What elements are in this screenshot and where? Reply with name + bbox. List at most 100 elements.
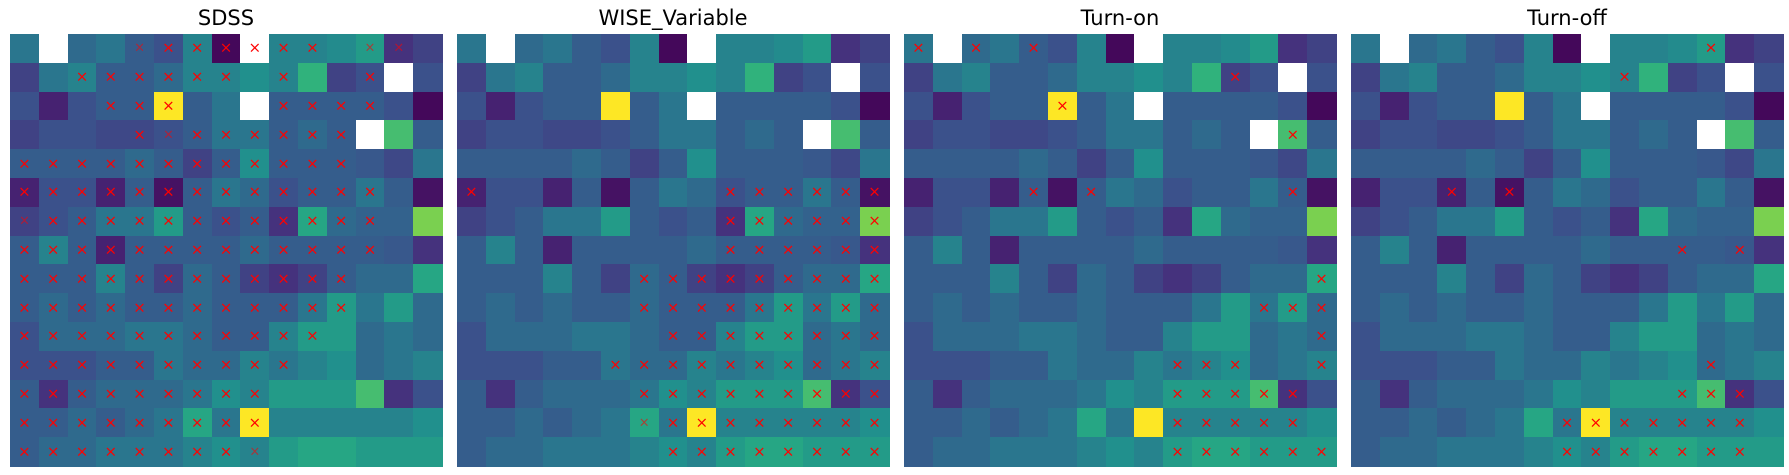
heatmap-cell bbox=[355, 62, 385, 93]
cross-marker: × bbox=[46, 154, 60, 173]
heatmap-cell bbox=[514, 235, 544, 265]
heatmap-cell bbox=[1552, 206, 1582, 237]
cross-marker: × bbox=[133, 384, 146, 403]
heatmap-cell bbox=[355, 322, 385, 352]
heatmap-cell bbox=[1192, 264, 1222, 294]
heatmap-cell bbox=[1639, 437, 1669, 467]
cross-marker: × bbox=[162, 413, 175, 432]
heatmap-cell bbox=[1725, 408, 1755, 438]
cross-marker: × bbox=[1228, 413, 1242, 432]
heatmap-cell bbox=[1076, 34, 1107, 64]
heatmap-cell bbox=[572, 235, 602, 265]
heatmap-cell bbox=[1105, 264, 1135, 294]
heatmap-cell bbox=[355, 149, 385, 179]
cross-marker: × bbox=[781, 298, 795, 317]
heatmap-cell bbox=[457, 91, 487, 121]
heatmap-cell bbox=[384, 322, 414, 352]
heatmap-cell bbox=[932, 62, 963, 93]
heatmap-cell bbox=[961, 437, 991, 467]
cross-marker: × bbox=[162, 355, 175, 374]
heatmap-cell bbox=[1163, 62, 1193, 93]
heatmap-cell bbox=[773, 120, 804, 150]
cross-marker: × bbox=[839, 384, 853, 403]
cross-marker: × bbox=[695, 384, 709, 403]
heatmap-cell bbox=[1076, 408, 1107, 438]
cross-marker: × bbox=[46, 355, 60, 374]
heatmap-cell bbox=[1581, 350, 1611, 381]
heatmap-cell bbox=[1725, 322, 1755, 352]
heatmap-cell bbox=[1437, 91, 1467, 121]
heatmap-cell bbox=[658, 293, 688, 323]
heatmap-cell bbox=[1754, 62, 1784, 93]
heatmap-cell bbox=[10, 235, 40, 265]
heatmap-cell bbox=[211, 178, 241, 208]
cross-marker: × bbox=[75, 211, 89, 230]
heatmap-cell bbox=[326, 120, 357, 150]
cross-marker: × bbox=[75, 269, 89, 288]
heatmap-cell bbox=[154, 264, 184, 294]
heatmap-cell bbox=[1466, 34, 1496, 64]
heatmap-cell bbox=[182, 178, 213, 208]
heatmap-cell bbox=[1048, 235, 1078, 265]
heatmap-cell bbox=[125, 235, 155, 265]
heatmap-cell bbox=[601, 91, 631, 121]
heatmap-cell bbox=[860, 350, 890, 381]
heatmap-cell bbox=[1249, 437, 1279, 467]
heatmap-cell bbox=[1307, 379, 1337, 409]
heatmap-cell bbox=[355, 34, 385, 64]
heatmap-cell bbox=[326, 350, 357, 381]
heatmap-cell bbox=[1466, 322, 1496, 352]
heatmap-cell bbox=[1581, 293, 1611, 323]
heatmap-cell bbox=[1667, 120, 1698, 150]
cross-marker: × bbox=[1200, 355, 1213, 374]
heatmap-cell bbox=[355, 408, 385, 438]
cross-marker: × bbox=[839, 211, 853, 230]
heatmap-cell bbox=[716, 120, 746, 150]
cross-marker: × bbox=[162, 67, 175, 86]
cross-marker: × bbox=[190, 384, 204, 403]
heatmap-cell bbox=[961, 379, 991, 409]
heatmap-cell bbox=[96, 379, 126, 409]
cross-marker: × bbox=[18, 384, 31, 403]
heatmap-cell bbox=[1754, 293, 1784, 323]
heatmap-cell bbox=[716, 408, 746, 438]
heatmap-cell bbox=[1408, 408, 1438, 438]
heatmap-cell bbox=[269, 62, 299, 93]
heatmap-cell bbox=[1105, 235, 1135, 265]
heatmap-cell bbox=[38, 34, 69, 64]
heatmap-cell bbox=[932, 91, 963, 121]
cross-marker: × bbox=[363, 211, 377, 230]
heatmap-panel: WISE_Variable × × × × × × × × × × × × × × × × × × × × × × × × × × ×… bbox=[457, 0, 890, 475]
heatmap-cell bbox=[1552, 293, 1582, 323]
cross-marker: × bbox=[133, 413, 146, 432]
heatmap-cell bbox=[38, 293, 69, 323]
heatmap-cell bbox=[1552, 178, 1582, 208]
cross-marker: × bbox=[277, 298, 290, 317]
heatmap-cell bbox=[773, 62, 804, 93]
heatmap-cell bbox=[1552, 62, 1582, 93]
heatmap-cell bbox=[687, 178, 717, 208]
heatmap-cell bbox=[298, 437, 328, 467]
cross-marker: × bbox=[46, 442, 60, 461]
cross-marker: × bbox=[839, 413, 853, 432]
heatmap-cell bbox=[1437, 437, 1467, 467]
heatmap-cell bbox=[1134, 120, 1164, 150]
heatmap-cell bbox=[1019, 408, 1049, 438]
heatmap-cell bbox=[961, 408, 991, 438]
cross-marker: × bbox=[810, 442, 824, 461]
heatmap-cell bbox=[1667, 350, 1698, 381]
heatmap-cell bbox=[1639, 264, 1669, 294]
heatmap-cell bbox=[1192, 62, 1222, 93]
heatmap-cell bbox=[1351, 206, 1381, 237]
heatmap-cell bbox=[687, 293, 717, 323]
heatmap-cell bbox=[904, 264, 934, 294]
cross-marker: × bbox=[637, 298, 651, 317]
heatmap-cell bbox=[1192, 120, 1222, 150]
cross-marker: × bbox=[133, 326, 146, 345]
heatmap-cell bbox=[932, 322, 963, 352]
heatmap-cell bbox=[514, 149, 544, 179]
heatmap-cell bbox=[298, 408, 328, 438]
cross-marker: × bbox=[46, 211, 60, 230]
heatmap-cell bbox=[154, 322, 184, 352]
cross-marker: × bbox=[277, 355, 290, 374]
